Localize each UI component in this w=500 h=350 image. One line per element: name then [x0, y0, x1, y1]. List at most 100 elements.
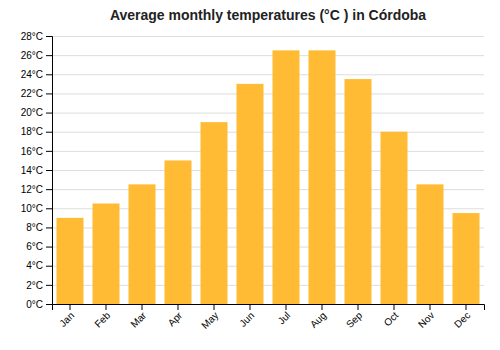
bar: [309, 50, 336, 304]
x-tick-label: Jul: [276, 310, 293, 327]
x-tick-label: May: [199, 310, 220, 331]
x-tick-mark: [250, 304, 251, 310]
grid-line: [52, 93, 484, 94]
y-tick: 28°C: [21, 31, 52, 42]
grid-tick: [52, 113, 484, 114]
title: Average monthly temperatures (°C ) in Có…: [110, 7, 426, 23]
grid-line: [52, 132, 484, 133]
x-tick-mark: [106, 304, 107, 310]
y-tick-label: 14°C: [21, 165, 43, 176]
x-tick: Dec: [452, 304, 472, 330]
x-tick: Sep: [344, 304, 365, 330]
y-tick-mark: [46, 55, 52, 56]
y-axis: 0°C 2°C 4°C 6°C 8°C 10°C 12°C 14°C 16°C 18°C 20°C 2…: [21, 31, 53, 310]
y-tick-mark: [46, 304, 52, 305]
y-tick: 4°C: [26, 260, 52, 271]
y-tick-label: 6°C: [26, 241, 43, 252]
bar: [237, 84, 264, 304]
x-tick-label: Sep: [344, 309, 365, 330]
x-tick-label: Feb: [92, 309, 112, 329]
grid-tick: [52, 36, 484, 37]
grid-tick: [52, 170, 484, 171]
grid-line: [52, 36, 484, 37]
grid-tick: [52, 132, 484, 133]
y-tick: 26°C: [21, 50, 52, 61]
grid-line: [52, 151, 484, 152]
y-tick-label: 2°C: [26, 280, 43, 291]
y-tick-mark: [46, 151, 52, 152]
y-tick: 18°C: [21, 126, 52, 137]
x-tick: Nov: [416, 304, 436, 330]
x-tick-label: Jan: [57, 310, 76, 329]
y-tick-mark: [46, 285, 52, 286]
bar: [165, 160, 192, 304]
plot: 0°C 2°C 4°C 6°C 8°C 10°C 12°C 14°C 16°C 18°C 20°C 2…: [21, 31, 485, 331]
x-tick-label: Mar: [128, 309, 148, 329]
bar: [57, 218, 84, 304]
x-tick-mark: [358, 304, 359, 310]
grid-line: [52, 113, 484, 114]
x-tick-mark: [394, 304, 395, 310]
grid-tick: [52, 93, 484, 94]
y-tick-mark: [46, 227, 52, 228]
grid-tick: [52, 55, 484, 56]
bar: [417, 184, 444, 304]
y-tick-label: 20°C: [21, 107, 43, 118]
axis-line: [46, 37, 53, 305]
x-tick-label: Aug: [308, 310, 328, 330]
y-tick-mark: [46, 208, 52, 209]
x-tick: Feb: [92, 304, 112, 330]
y-tick-label: 4°C: [26, 260, 43, 271]
y-tick: 0°C: [26, 299, 52, 310]
x-tick-mark: [214, 304, 215, 310]
x-tick-label: Jun: [237, 310, 256, 329]
chart-container: Average monthly temperatures (°C ) in Có…: [0, 0, 500, 350]
x-tick-mark: [430, 304, 431, 310]
y-tick: 10°C: [21, 203, 52, 214]
x-tick-mark: [142, 304, 143, 310]
y-tick-label: 10°C: [21, 203, 43, 214]
bar: [453, 213, 480, 304]
y-tick-mark: [46, 189, 52, 190]
y-tick-mark: [46, 113, 52, 114]
y-tick: 8°C: [26, 222, 52, 233]
x-tick: Apr: [166, 304, 185, 328]
y-tick-label: 18°C: [21, 126, 43, 137]
y-tick-label: 26°C: [21, 50, 43, 61]
x-tick: Oct: [382, 304, 401, 328]
grid-line: [52, 74, 484, 75]
x-tick-mark: [70, 304, 71, 310]
grid-line: [52, 55, 484, 56]
y-tick-mark: [46, 170, 52, 171]
y-tick: 14°C: [21, 165, 52, 176]
x-tick-mark: [178, 304, 179, 310]
y-tick-label: 28°C: [21, 31, 43, 42]
grid-tick: [52, 74, 484, 75]
y-tick-label: 24°C: [21, 69, 43, 80]
x-tick: Jan: [57, 304, 76, 329]
bar: [273, 50, 300, 304]
y-tick-mark: [46, 132, 52, 133]
x-tick: Jul: [276, 304, 293, 326]
y-tick: 2°C: [26, 280, 52, 291]
bar: [93, 204, 120, 305]
grid-line: [52, 170, 484, 171]
y-tick-label: 12°C: [21, 184, 43, 195]
bars: [57, 50, 480, 304]
y-tick: 20°C: [21, 107, 52, 118]
y-tick-label: 16°C: [21, 146, 43, 157]
x-tick-mark: [322, 304, 323, 310]
x-tick: Mar: [128, 304, 148, 330]
x-tick-label: Apr: [166, 309, 185, 328]
y-tick-mark: [46, 247, 52, 248]
y-tick: 24°C: [21, 69, 52, 80]
x-tick: Aug: [308, 304, 328, 330]
grid-tick: [52, 151, 484, 152]
bar: [381, 132, 408, 304]
y-tick-mark: [46, 74, 52, 75]
y-tick: 22°C: [21, 88, 52, 99]
y-tick-label: 0°C: [26, 299, 43, 310]
x-tick: Jun: [237, 304, 256, 329]
axis-line: [53, 305, 485, 311]
y-tick-mark: [46, 266, 52, 267]
